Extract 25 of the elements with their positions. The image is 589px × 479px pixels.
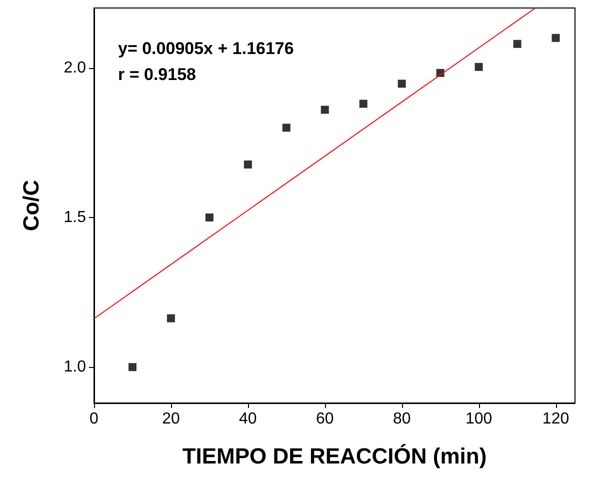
point [320,106,329,114]
point [128,363,136,372]
x-tick-label: 80 [392,410,411,428]
y-axis-title: Co/C [18,180,44,232]
point [513,40,522,48]
point [205,213,214,222]
x-tick-label: 40 [239,410,257,428]
point [244,160,252,169]
point [398,80,406,88]
x-axis-title: TIEMPO DE REACCIÓN (min) [182,444,487,468]
x-tick-label: 20 [162,410,180,428]
point [474,62,483,71]
annotation: r = 0.9158 [118,65,196,84]
point [359,100,368,108]
y-tick-label: 1.0 [64,358,86,376]
x-tick-label: 60 [316,410,334,428]
x-tick-label: 100 [465,410,492,428]
point [552,34,560,42]
y-tick-label: 1.5 [64,208,86,226]
point [282,124,290,132]
point [166,314,175,322]
x-tick-label: 120 [542,410,570,428]
x-tick-label: 0 [90,410,99,428]
y-tick-label: 2.0 [64,59,86,76]
annotation: y= 0.00905x + 1.16176 [118,39,294,58]
